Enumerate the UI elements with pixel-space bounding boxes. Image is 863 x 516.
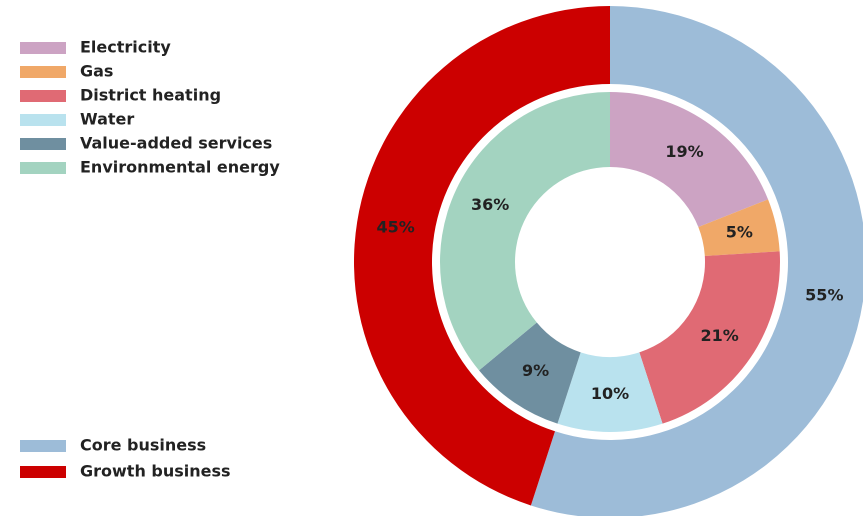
legend-label: Water	[80, 110, 134, 129]
legend-label: Gas	[80, 62, 113, 81]
slice	[479, 322, 581, 424]
value-label: 36%	[471, 195, 509, 214]
slice	[440, 92, 610, 371]
legend-swatch	[20, 42, 66, 54]
legend-swatch	[20, 114, 66, 126]
value-label: 19%	[665, 142, 703, 161]
slice	[698, 199, 780, 257]
legend-swatch	[20, 90, 66, 102]
slice	[639, 251, 780, 424]
value-label: 45%	[377, 218, 415, 237]
value-label: 9%	[522, 361, 549, 380]
value-label: 10%	[591, 384, 629, 403]
legend-label: District heating	[80, 86, 221, 105]
legend-label: Value-added services	[80, 134, 272, 153]
value-label: 5%	[726, 223, 753, 242]
slice	[354, 6, 610, 506]
slice	[557, 352, 663, 433]
legend-label: Core business	[80, 436, 206, 455]
slice	[610, 92, 769, 228]
legend-label: Electricity	[80, 38, 171, 57]
legend-swatch	[20, 466, 66, 478]
legend-swatch	[20, 440, 66, 452]
legend-label: Environmental energy	[80, 158, 280, 177]
slice	[530, 6, 863, 516]
value-label: 55%	[805, 285, 843, 304]
value-label: 21%	[700, 326, 738, 345]
legend-swatch	[20, 162, 66, 174]
legend-label: Growth business	[80, 462, 231, 481]
legend-swatch	[20, 66, 66, 78]
legend-swatch	[20, 138, 66, 150]
